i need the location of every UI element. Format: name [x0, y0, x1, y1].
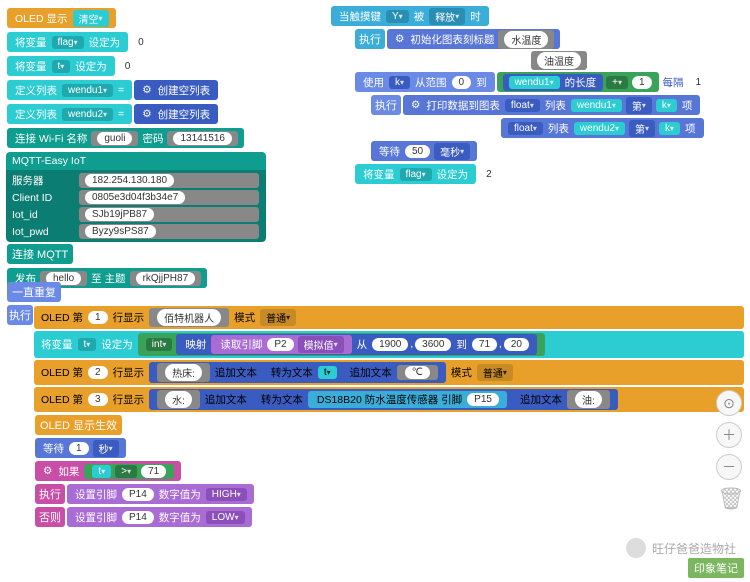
init-chart[interactable]: ⚙ 初始化图表刻标题 水温度 [387, 29, 560, 49]
wifi-block[interactable]: 连接 Wi-Fi 名称 guoli 密码 13141516 [7, 128, 244, 148]
iotid-input[interactable]: SJb19jPB87 [85, 208, 154, 221]
trash-icon[interactable]: 🗑 [717, 486, 741, 514]
print-chart-2[interactable]: float 列表 wendu2 第 k 项 [501, 118, 704, 138]
plus-expr[interactable]: wendu1 的长度 + 1 [497, 72, 659, 92]
set-flag-2[interactable]: 将变量 flag 设定为 [355, 164, 476, 184]
zoom-in-icon[interactable]: ＋ [716, 422, 742, 448]
oled-show-block[interactable]: OLED 显示 清空 [7, 8, 116, 28]
wechat-icon [626, 538, 646, 558]
deflist1[interactable]: 定义列表 wendu1 = [7, 80, 132, 100]
zoom-out-icon[interactable]: － [716, 454, 742, 480]
title2[interactable]: 油温度 [537, 52, 581, 69]
else: 否则 [35, 507, 65, 527]
if-block[interactable]: ⚙ 如果 t > 71 [35, 461, 181, 481]
var-dd[interactable]: flag [52, 36, 84, 49]
exec: 执行 [7, 305, 33, 325]
wait-ms[interactable]: 等待 50 毫秒 [371, 141, 477, 161]
if-exec: 执行 [35, 484, 65, 504]
setpin-low[interactable]: 设置引脚 P14 数字值为 LOW [67, 507, 252, 527]
connect-mqtt[interactable]: 连接 MQTT [7, 244, 73, 264]
center-icon[interactable]: ⊙ [716, 390, 742, 416]
val[interactable]: 0 [118, 60, 138, 73]
when-key[interactable]: 当触摸键 Y 被 释放 时 [331, 6, 489, 26]
exec2: 执行 [371, 95, 401, 115]
oled-apply[interactable]: OLED 显示生效 [35, 415, 122, 435]
var-dd[interactable]: t [52, 60, 71, 73]
oled-line2[interactable]: OLED 第 2 行显示 热床: 追加文本 转为文本t 追加文本 ℃ 模式 普通 [34, 360, 744, 385]
clientid-input[interactable]: 0805e3d04f3b34e7 [85, 191, 185, 204]
oled-line1[interactable]: OLED 第 1 行显示 佰特机器人 模式 普通 [34, 306, 744, 329]
corner-badge: 印象笔记 [688, 558, 744, 578]
exec-label: 执行 [355, 29, 385, 49]
watermark: 旺仔爸爸造物社 [626, 538, 736, 558]
wait-sec[interactable]: 等待 1 秒 [35, 438, 126, 458]
label: OLED 显示 [15, 11, 68, 26]
clear-dd[interactable]: 清空 [73, 10, 109, 27]
for-loop[interactable]: 使用 k 从范围 0 到 [355, 72, 495, 92]
forever[interactable]: 一直重复 [7, 282, 61, 302]
mqtt-header: MQTT-Easy IoT [6, 152, 266, 170]
setvar-t[interactable]: 将变量 t 设定为 [7, 56, 115, 76]
len-expr[interactable]: wendu1 的长度 [503, 74, 604, 91]
iotpwd-input[interactable]: Byzy9sPS87 [85, 225, 156, 238]
create-empty-list[interactable]: ⚙创建空列表 [134, 80, 218, 100]
setpin-high[interactable]: 设置引脚 P14 数字值为 HIGH [67, 484, 254, 504]
print-chart[interactable]: ⚙ 打印数据到图表 float 列表 wendu1 第 k 项 [403, 95, 700, 115]
val[interactable]: 0 [131, 36, 151, 49]
setvar-flag[interactable]: 将变量 flag 设定为 [7, 32, 128, 52]
create-empty-list[interactable]: ⚙创建空列表 [134, 104, 218, 124]
oled-line3[interactable]: OLED 第 3 行显示 水: 追加文本 转为文本 DS18B20 防水温度传感… [34, 387, 744, 412]
server-input[interactable]: 182.254.130.180 [85, 174, 174, 187]
deflist2[interactable]: 定义列表 wendu2 = [7, 104, 132, 124]
